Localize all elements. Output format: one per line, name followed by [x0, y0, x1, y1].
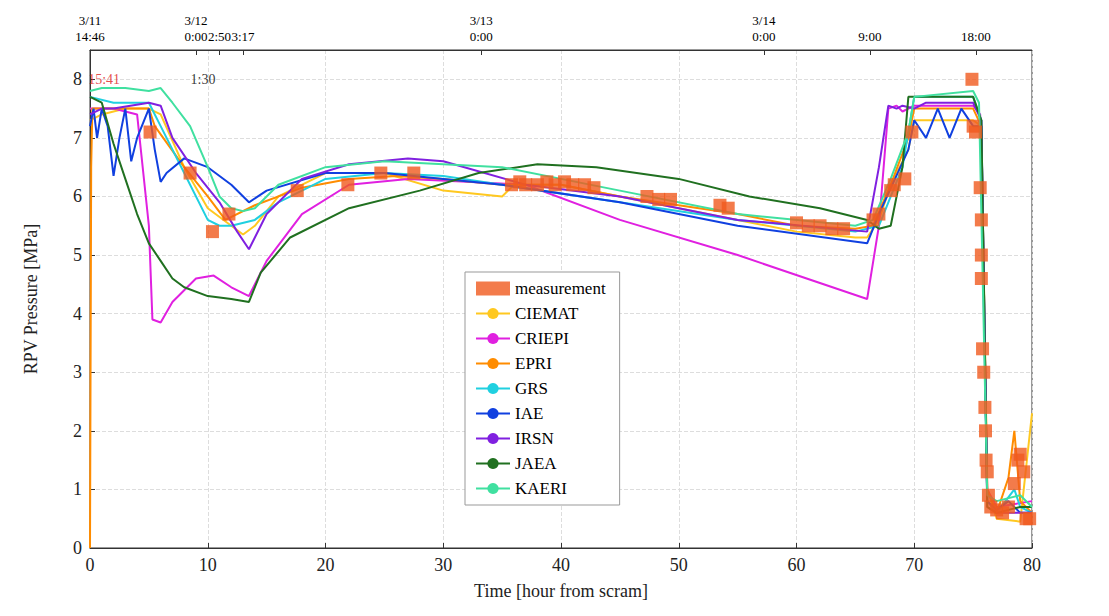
svg-text:CIEMAT: CIEMAT	[515, 304, 579, 323]
svg-text:IRSN: IRSN	[515, 429, 554, 448]
svg-text:14:46: 14:46	[75, 29, 105, 44]
svg-text:15:41: 15:41	[88, 72, 120, 87]
svg-text:4: 4	[73, 304, 82, 324]
svg-text:3:17: 3:17	[232, 29, 256, 44]
svg-text:3: 3	[73, 362, 82, 382]
svg-text:18:00: 18:00	[961, 29, 991, 44]
svg-text:Time [hour from scram]: Time [hour from scram]	[474, 581, 648, 601]
svg-text:50: 50	[670, 555, 688, 575]
svg-text:0:00: 0:00	[184, 29, 207, 44]
svg-text:60: 60	[788, 555, 806, 575]
svg-text:GRS: GRS	[515, 379, 548, 398]
svg-text:80: 80	[1023, 555, 1041, 575]
svg-text:2:50: 2:50	[208, 29, 231, 44]
svg-text:JAEA: JAEA	[515, 454, 557, 473]
svg-text:3/11: 3/11	[79, 13, 102, 28]
svg-text:40: 40	[552, 555, 570, 575]
svg-text:10: 10	[199, 555, 217, 575]
svg-text:30: 30	[434, 555, 452, 575]
svg-text:20: 20	[317, 555, 335, 575]
svg-text:2: 2	[73, 421, 82, 441]
svg-text:RPV Pressure [MPa]: RPV Pressure [MPa]	[21, 224, 41, 375]
svg-text:7: 7	[73, 128, 82, 148]
svg-text:3/14: 3/14	[752, 13, 776, 28]
svg-text:70: 70	[905, 555, 923, 575]
svg-text:CRIEPI: CRIEPI	[515, 329, 569, 348]
svg-text:3/13: 3/13	[470, 13, 493, 28]
svg-text:IAE: IAE	[515, 404, 543, 423]
svg-text:measurement: measurement	[515, 279, 606, 298]
svg-text:0: 0	[86, 555, 95, 575]
svg-text:0:00: 0:00	[752, 29, 775, 44]
svg-text:9:00: 9:00	[858, 29, 881, 44]
svg-text:KAERI: KAERI	[515, 479, 567, 498]
svg-text:8: 8	[73, 69, 82, 89]
svg-text:3/12: 3/12	[184, 13, 207, 28]
svg-text:0: 0	[73, 538, 82, 558]
svg-text:1: 1	[73, 479, 82, 499]
svg-text:1:30: 1:30	[191, 72, 216, 87]
svg-text:5: 5	[73, 245, 82, 265]
svg-text:0:00: 0:00	[470, 29, 493, 44]
svg-text:EPRI: EPRI	[515, 354, 552, 373]
svg-text:6: 6	[73, 186, 82, 206]
